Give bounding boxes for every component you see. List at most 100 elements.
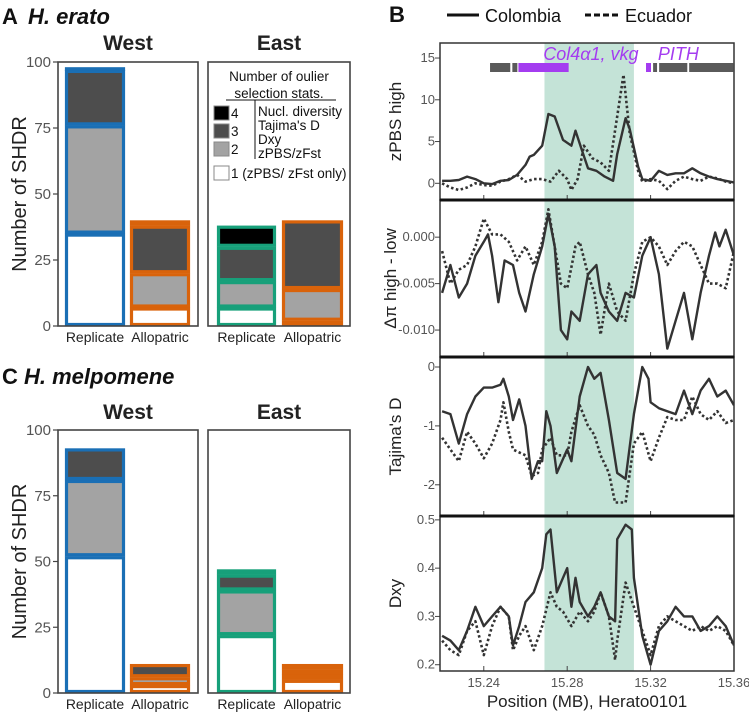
bar-segment-level-2 xyxy=(216,590,277,636)
legend-stat-2: Tajima's D xyxy=(258,118,320,133)
y-axis-label: Dxy xyxy=(386,578,405,608)
y-tick-label: 15 xyxy=(421,50,435,65)
x-tick-label: 15.28 xyxy=(551,675,584,690)
legend-stat-1: Nucl. diversity xyxy=(258,104,342,119)
facet-title-east: East xyxy=(257,401,301,424)
bar-segment-level-2 xyxy=(281,288,344,321)
bar-west-replicate xyxy=(64,67,126,327)
y-tick-label: 25 xyxy=(34,252,51,269)
facet-frame xyxy=(57,429,199,694)
x-category-label: Replicate xyxy=(66,329,125,345)
y-axis-label: Δπ high - low xyxy=(381,228,400,329)
x-category-label: Allopatric xyxy=(284,696,342,712)
y-tick-label: 5 xyxy=(428,134,435,149)
subplot-dxy: Dxy 0.2 0.3 0.4 0.5 xyxy=(386,512,735,672)
x-category-label: Replicate xyxy=(217,696,276,712)
y-tick-label: 10 xyxy=(421,92,435,107)
bar-segment-level-3 xyxy=(64,448,126,481)
gene-block xyxy=(512,63,518,72)
panel-c-species: H. melpomene xyxy=(24,364,174,389)
x-tick-label: 15.24 xyxy=(468,675,501,690)
y-tick-label: 50 xyxy=(34,554,51,571)
bar-segment-level-3 xyxy=(64,69,126,126)
gene-block xyxy=(490,63,511,72)
bar-segment-level-4 xyxy=(64,67,126,71)
y-tick-label: 0 xyxy=(43,685,51,702)
bar-segment-level-1 xyxy=(129,685,191,694)
bar-segment-level-2 xyxy=(129,677,191,686)
bar-segment-level-3 xyxy=(129,663,191,678)
series-line-ecuador xyxy=(441,581,734,662)
panel-a-species: H. erato xyxy=(28,4,110,29)
y-tick-label: 75 xyxy=(34,488,51,505)
legend-swatch-level-3 xyxy=(213,123,230,139)
x-category-label: Allopatric xyxy=(131,329,189,345)
facet-frame xyxy=(207,429,351,694)
legend-title-1: Number of oulier xyxy=(229,69,329,84)
facet-frame xyxy=(57,61,199,327)
legend-ecuador: Ecuador xyxy=(625,6,692,26)
series-line-ecuador xyxy=(441,395,734,504)
gene-block xyxy=(646,63,652,72)
x-category-label: Replicate xyxy=(217,329,276,345)
bar-segment-level-3 xyxy=(281,669,344,675)
facet-title-west: West xyxy=(103,32,153,55)
gene-block xyxy=(689,63,734,72)
bar-segment-level-3 xyxy=(281,220,344,290)
bar-segment-level-2 xyxy=(129,273,191,308)
bar-segment-level-1 xyxy=(64,233,126,327)
y-tick-label: 100 xyxy=(26,54,51,71)
legend-stat-3: Dxy xyxy=(258,132,281,147)
line-chart-b: zPBS high 0 5 10 15 Δπ high - low 0.000 -0.005 -… xyxy=(381,42,749,711)
bar-segment-level-1 xyxy=(216,307,277,327)
gene-label: Col4α1, vkg xyxy=(543,44,638,64)
x-tick-label: 15.36 xyxy=(718,675,749,690)
series-line-colombia xyxy=(441,523,734,666)
bar-segment-level-2 xyxy=(281,674,344,680)
legend-item-label: 1 (zPBS/ zFst only) xyxy=(231,166,347,181)
bar-chart-a: Number of SHDR 0 25 50 75 100 West Replicate All… xyxy=(9,32,351,345)
y-axis-label: zPBS high xyxy=(386,82,405,161)
bar-segment-level-3 xyxy=(216,246,277,282)
bar-segment-level-3 xyxy=(216,574,277,591)
y-axis-label: Tajima's D xyxy=(386,398,405,476)
legend-stat-4: zPBS/zFst xyxy=(258,146,321,161)
x-tick-label: 15.32 xyxy=(634,675,667,690)
y-tick-label: 0 xyxy=(43,318,51,335)
bar-west-allopatric xyxy=(129,663,191,694)
x-category-label: Allopatric xyxy=(284,329,342,345)
bar-legend: Number of oulier selection stats. 4 3 2 1 (… xyxy=(213,69,347,181)
y-tick-label: 75 xyxy=(34,120,51,137)
y-tick-label: -1 xyxy=(423,418,435,433)
bar-segment-level-3 xyxy=(129,225,191,274)
bar-west-replicate xyxy=(64,448,126,694)
y-axis-label: Number of SHDR xyxy=(9,116,31,272)
line-legend: Colombia Ecuador xyxy=(447,6,692,26)
y-tick-label: 0.000 xyxy=(402,229,435,244)
bar-segment-level-1 xyxy=(281,320,344,327)
legend-title-2: selection stats. xyxy=(234,86,323,101)
legend-swatch-level-2 xyxy=(213,141,230,157)
y-tick-label: -0.010 xyxy=(398,322,435,337)
y-tick-label: 0.5 xyxy=(417,512,435,527)
facet-title-east: East xyxy=(257,32,301,55)
y-tick-label: 0 xyxy=(428,175,435,190)
bar-segment-level-2 xyxy=(64,125,126,234)
y-tick-label: 50 xyxy=(34,186,51,203)
bar-segment-level-1 xyxy=(129,307,191,327)
bar-segment-level-1 xyxy=(64,556,126,694)
panel-b-letter: B xyxy=(389,2,405,27)
x-category-label: Allopatric xyxy=(131,696,189,712)
panel-c-letter: C xyxy=(2,364,18,389)
series-line-colombia xyxy=(440,212,734,350)
bar-chart-c: Number of SHDR 0 25 50 75 100 West Replicate All… xyxy=(9,401,351,712)
bar-segment-level-1 xyxy=(281,679,344,694)
y-tick-label: 0 xyxy=(428,359,435,374)
bar-segment-level-4 xyxy=(216,225,277,247)
gene-label: PITH xyxy=(658,44,700,64)
bar-segment-level-2 xyxy=(216,281,277,308)
series-line-ecuador xyxy=(441,73,734,192)
y-tick-label: 100 xyxy=(26,422,51,439)
bar-segment-level-4 xyxy=(129,220,191,226)
gene-block xyxy=(653,63,658,72)
